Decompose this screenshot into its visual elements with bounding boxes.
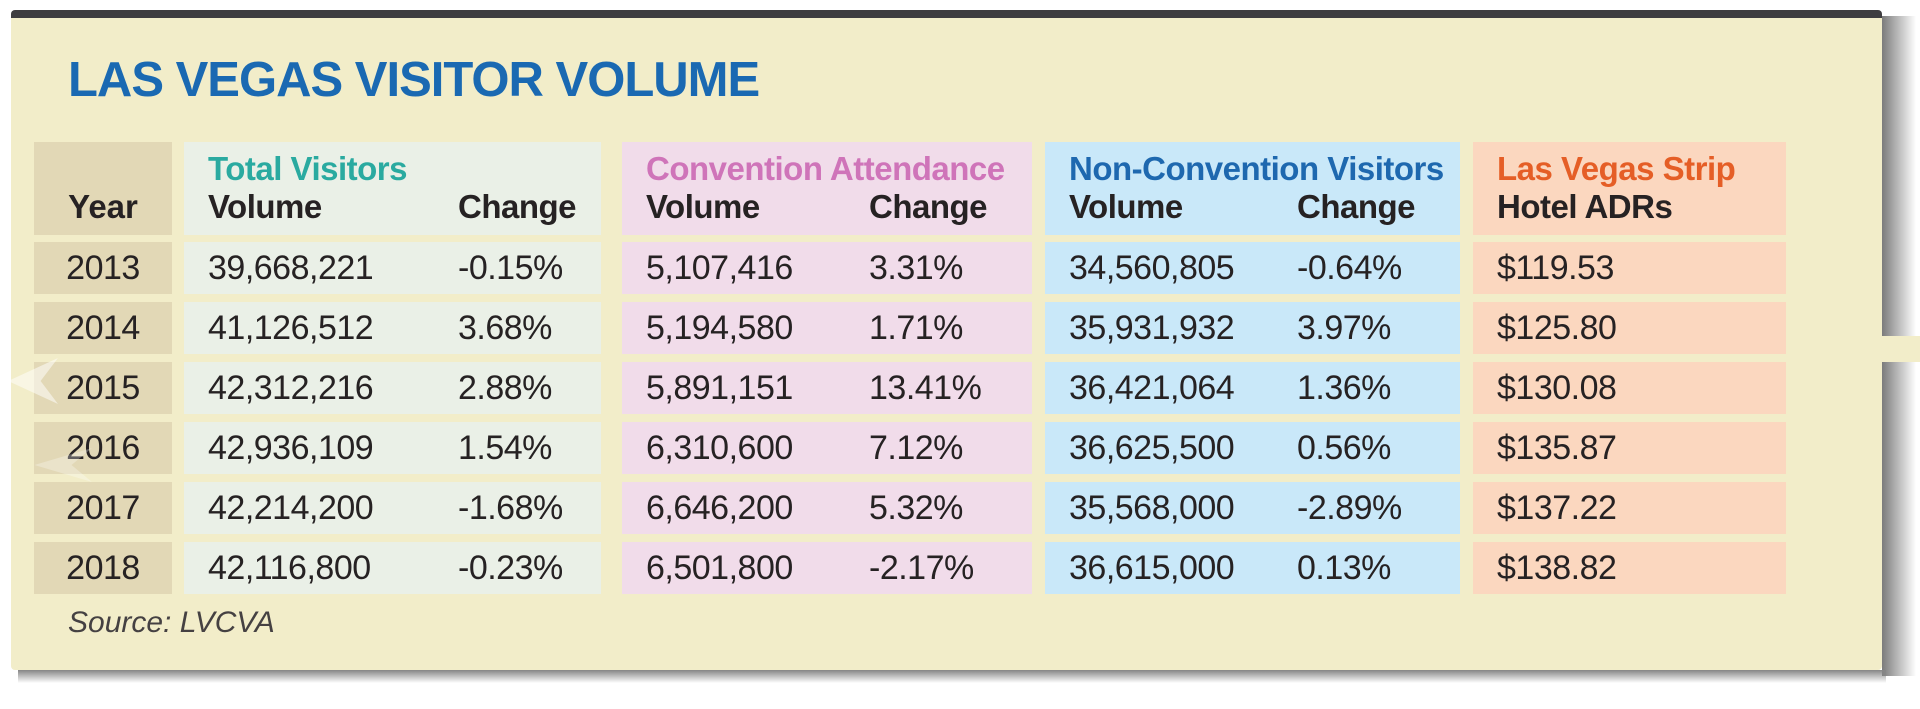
table-row: 2014 41,126,512 3.68% 5,194,580 1.71% 35…	[34, 302, 1786, 354]
total-visitors-title: Total Visitors	[208, 150, 408, 187]
non-convention-volume-cell: 35,568,000	[1045, 482, 1285, 534]
total-change-label: Change	[458, 188, 577, 225]
table-row: 2018 42,116,800 -0.23% 6,501,800 -2.17% …	[34, 542, 1786, 594]
table-header-row: Year Total Visitors Volume Change Conven…	[34, 142, 1786, 235]
hotel-adr-cell: $137.22	[1473, 482, 1786, 534]
hotel-adr-cell: $119.53	[1473, 242, 1786, 294]
total-volume-cell: 42,936,109	[184, 422, 424, 474]
source-attribution: Source: LVCVA	[68, 606, 275, 639]
total-volume-cell: 42,214,200	[184, 482, 424, 534]
las-vegas-strip-header: Las Vegas Strip Hotel ADRs	[1473, 142, 1786, 235]
convention-change-cell: 3.31%	[857, 242, 1032, 294]
total-change-cell: 1.54%	[424, 422, 601, 474]
convention-volume-cell: 5,891,151	[622, 362, 857, 414]
non-convention-change-label: Change	[1297, 188, 1416, 225]
year-cell: 2016	[34, 422, 172, 474]
year-column-header: Year	[34, 142, 172, 235]
table-row: 2013 39,668,221 -0.15% 5,107,416 3.31% 3…	[34, 242, 1786, 294]
visitor-volume-table: Year Total Visitors Volume Change Conven…	[34, 142, 1786, 602]
total-change-cell: 3.68%	[424, 302, 601, 354]
non-convention-volume-cell: 35,931,932	[1045, 302, 1285, 354]
year-cell: 2014	[34, 302, 172, 354]
decorative-right-tab	[1876, 336, 1920, 362]
table-row: 2017 42,214,200 -1.68% 6,646,200 5.32% 3…	[34, 482, 1786, 534]
convention-volume-cell: 5,194,580	[622, 302, 857, 354]
non-convention-change-cell: 3.97%	[1285, 302, 1460, 354]
non-convention-sublabels: Volume Change	[1045, 188, 1460, 235]
convention-volume-cell: 6,646,200	[622, 482, 857, 534]
convention-sublabels: Volume Change	[622, 188, 1032, 235]
total-volume-cell: 39,668,221	[184, 242, 424, 294]
hotel-adr-cell: $135.87	[1473, 422, 1786, 474]
non-convention-change-cell: 0.13%	[1285, 542, 1460, 594]
hotel-adr-cell: $125.80	[1473, 302, 1786, 354]
convention-change-cell: 5.32%	[857, 482, 1032, 534]
total-volume-label: Volume	[208, 188, 322, 225]
year-cell: 2018	[34, 542, 172, 594]
total-volume-cell: 42,312,216	[184, 362, 424, 414]
non-convention-volume-label: Volume	[1069, 188, 1183, 225]
panel-shadow-bottom	[18, 670, 1886, 683]
convention-volume-cell: 6,310,600	[622, 422, 857, 474]
convention-change-cell: 1.71%	[857, 302, 1032, 354]
total-volume-cell: 42,116,800	[184, 542, 424, 594]
non-convention-change-cell: -0.64%	[1285, 242, 1460, 294]
convention-volume-label: Volume	[646, 188, 760, 225]
convention-change-cell: 13.41%	[857, 362, 1032, 414]
total-change-cell: -1.68%	[424, 482, 601, 534]
convention-attendance-title: Convention Attendance	[646, 150, 1005, 187]
non-convention-title: Non-Convention Visitors	[1069, 150, 1444, 187]
page-title: LAS VEGAS VISITOR VOLUME	[68, 53, 760, 107]
strip-sublabels: Hotel ADRs	[1473, 188, 1786, 235]
convention-change-cell: 7.12%	[857, 422, 1032, 474]
table-row: 2015 42,312,216 2.88% 5,891,151 13.41% 3…	[34, 362, 1786, 414]
hotel-adrs-label: Hotel ADRs	[1497, 188, 1673, 225]
total-change-cell: -0.15%	[424, 242, 601, 294]
total-change-cell: 2.88%	[424, 362, 601, 414]
non-convention-visitors-header: Non-Convention Visitors Volume Change	[1045, 142, 1460, 235]
non-convention-change-cell: 0.56%	[1285, 422, 1460, 474]
convention-volume-cell: 5,107,416	[622, 242, 857, 294]
year-cell: 2015	[34, 362, 172, 414]
non-convention-volume-cell: 34,560,805	[1045, 242, 1285, 294]
convention-attendance-header: Convention Attendance Volume Change	[622, 142, 1032, 235]
las-vegas-strip-title: Las Vegas Strip	[1497, 150, 1736, 187]
non-convention-volume-cell: 36,625,500	[1045, 422, 1285, 474]
year-cell: 2013	[34, 242, 172, 294]
total-volume-cell: 41,126,512	[184, 302, 424, 354]
convention-volume-cell: 6,501,800	[622, 542, 857, 594]
hotel-adr-cell: $138.82	[1473, 542, 1786, 594]
year-cell: 2017	[34, 482, 172, 534]
hotel-adr-cell: $130.08	[1473, 362, 1786, 414]
convention-change-label: Change	[869, 188, 988, 225]
convention-change-cell: -2.17%	[857, 542, 1032, 594]
non-convention-volume-cell: 36,421,064	[1045, 362, 1285, 414]
total-visitors-header: Total Visitors Volume Change	[184, 142, 601, 235]
non-convention-volume-cell: 36,615,000	[1045, 542, 1285, 594]
total-change-cell: -0.23%	[424, 542, 601, 594]
non-convention-change-cell: -2.89%	[1285, 482, 1460, 534]
total-visitors-sublabels: Volume Change	[184, 188, 601, 235]
table-row: 2016 42,936,109 1.54% 6,310,600 7.12% 36…	[34, 422, 1786, 474]
infographic-panel: LAS VEGAS VISITOR VOLUME Year Total Visi…	[11, 10, 1882, 670]
table-body: 2013 39,668,221 -0.15% 5,107,416 3.31% 3…	[34, 242, 1786, 594]
non-convention-change-cell: 1.36%	[1285, 362, 1460, 414]
